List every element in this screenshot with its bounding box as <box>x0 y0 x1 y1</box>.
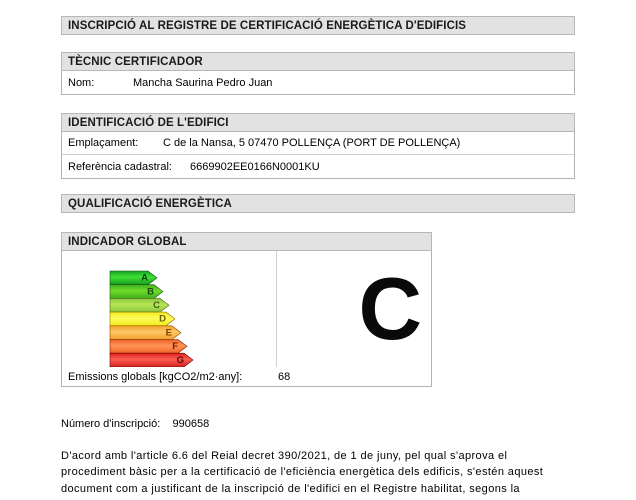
svg-text:B: B <box>147 286 154 297</box>
svg-text:F: F <box>172 341 178 352</box>
svg-text:A: A <box>141 273 148 284</box>
svg-text:C: C <box>153 300 160 311</box>
svg-text:G: G <box>177 355 184 366</box>
svg-text:D: D <box>159 314 166 325</box>
svg-text:E: E <box>166 328 172 339</box>
